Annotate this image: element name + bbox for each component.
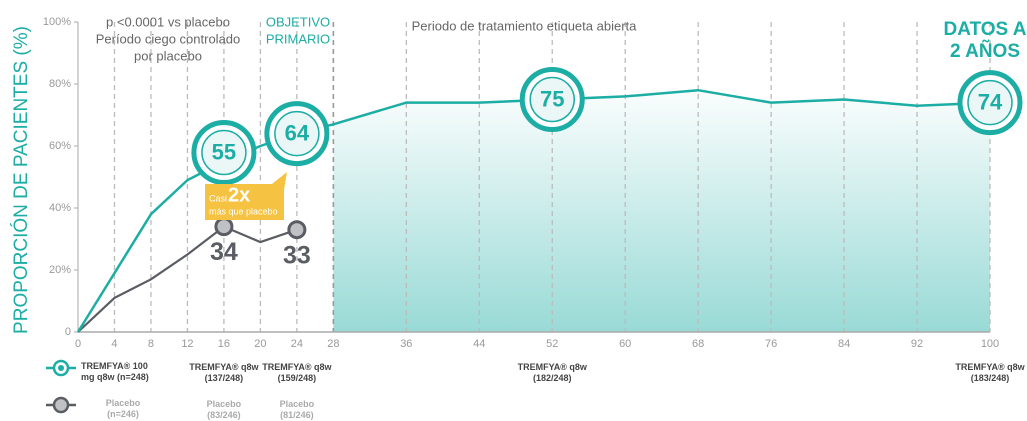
column-label: TREMFYA® q8w (189, 362, 259, 372)
column-label: (137/248) (204, 373, 244, 383)
x-tick-label: 44 (473, 338, 485, 350)
x-tick-label: 8 (148, 338, 154, 350)
data-label: 64 (285, 120, 310, 145)
x-tick-label: 36 (400, 338, 412, 350)
x-tick-label: 84 (838, 338, 850, 350)
x-tick-label: 60 (619, 338, 631, 350)
x-tick-label: 92 (911, 338, 923, 350)
annotation: PRIMARIO (266, 31, 330, 46)
x-tick-label: 12 (181, 338, 193, 350)
shaded-region (333, 90, 990, 332)
x-tick-label: 4 (111, 338, 117, 350)
x-tick-label: 52 (546, 338, 558, 350)
x-tick-label: 24 (291, 338, 303, 350)
column-label: (81/246) (280, 410, 314, 420)
x-tick-label: 100 (981, 338, 999, 350)
annotation: p <0.0001 vs placebo (106, 14, 230, 29)
x-tick-label: 20 (254, 338, 266, 350)
data-label: 55 (212, 139, 236, 164)
annotation: por placebo (134, 48, 202, 63)
series-line (77, 225, 298, 333)
point-marker (214, 217, 234, 237)
legend-label: TREMFYA® 100 mg q8w (n=248) (81, 361, 149, 382)
column-label: Placebo (206, 399, 242, 409)
column-label: (83/246) (207, 410, 241, 420)
column-label: TREMFYA® q8w (517, 362, 587, 372)
legend-label: Placebo (n=246) (105, 398, 141, 419)
callout-text: Casi (209, 193, 227, 203)
badge-ring (529, 76, 575, 123)
badge-ring (967, 79, 1013, 126)
x-tick-label: 76 (765, 338, 777, 350)
legend-marker (52, 396, 70, 414)
data-label: 74 (978, 89, 1003, 114)
data-label: 34 (210, 238, 238, 266)
legend-marker-inner (58, 365, 64, 371)
y-tick-label: 60% (49, 140, 71, 152)
y-tick-label: 20% (49, 264, 71, 276)
y-tick-label: 100% (43, 16, 71, 28)
column-label: (183/248) (970, 373, 1010, 383)
annotation: DATOS A (943, 19, 1026, 40)
callout-text: 2x (228, 184, 250, 206)
column-label: (159/248) (277, 373, 317, 383)
badge-ring (201, 129, 247, 176)
y-tick-label: 40% (49, 202, 71, 214)
annotation: Período ciego controlado (96, 31, 241, 46)
x-tick-label: 28 (327, 338, 339, 350)
annotation: 2 AÑOS (950, 40, 1020, 62)
y-axis-label: PROPORCIÓN DE PACIENTES (%) (10, 26, 32, 334)
annotation: OBJETIVO (266, 14, 330, 29)
column-label: (182/248) (532, 373, 572, 383)
x-tick-label: 68 (692, 338, 704, 350)
x-tick-label: 16 (218, 338, 230, 350)
y-tick-label: 80% (49, 78, 71, 90)
x-tick-label: 0 (75, 338, 81, 350)
point-marker (287, 220, 307, 240)
callout-text: más que placebo (209, 206, 278, 216)
column-label: TREMFYA® q8w (955, 362, 1025, 372)
badge-ring (274, 110, 320, 157)
callout-box (205, 172, 287, 220)
column-label: TREMFYA® q8w (262, 362, 332, 372)
annotation: Periodo de tratamiento etiqueta abierta (412, 18, 638, 33)
data-label: 33 (283, 241, 311, 269)
y-tick-label: 0 (65, 326, 71, 338)
data-label: 75 (540, 86, 564, 111)
column-label: Placebo (279, 399, 315, 409)
series-line (76, 88, 991, 333)
